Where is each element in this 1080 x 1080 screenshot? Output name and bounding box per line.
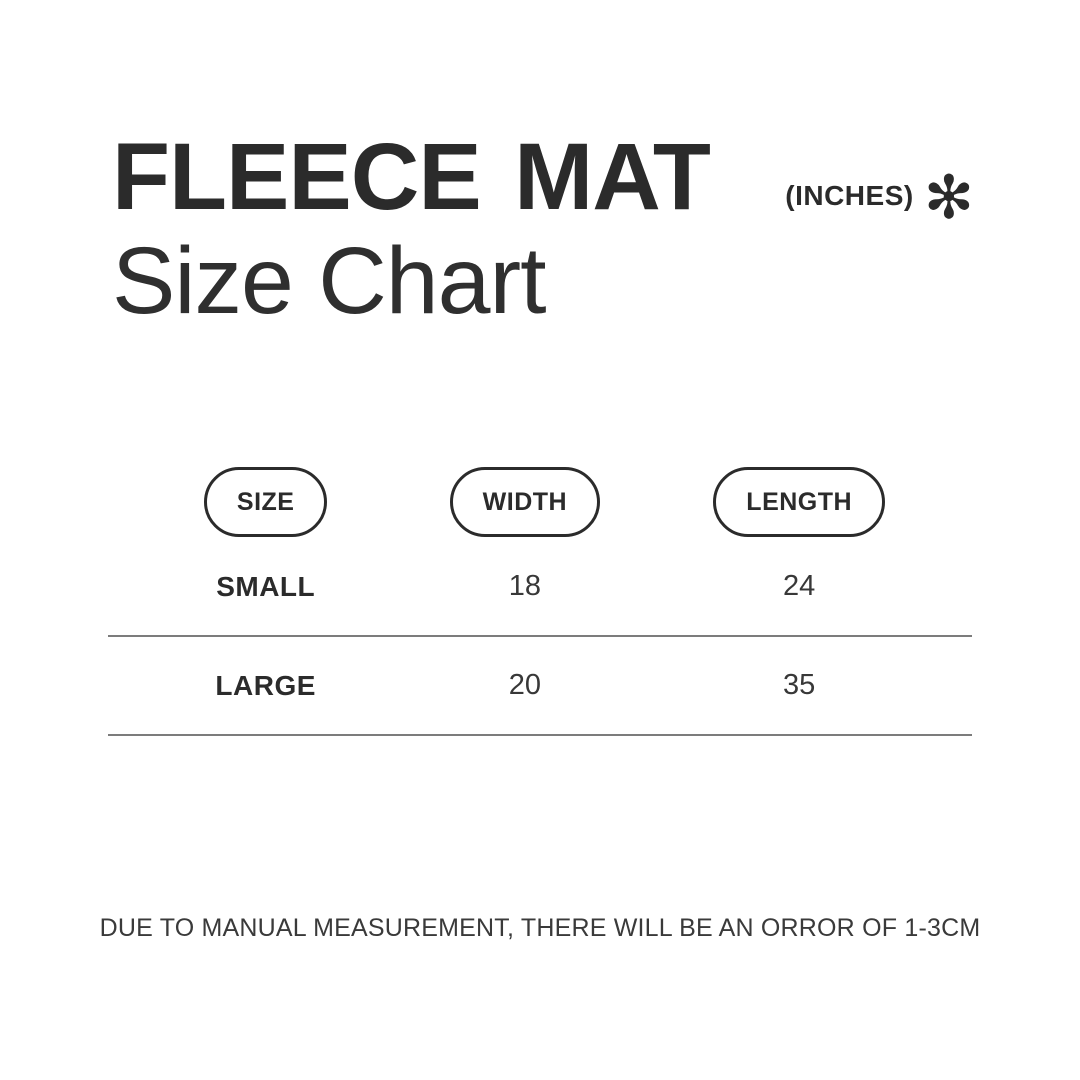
column-header-size-label: SIZE [236, 487, 295, 516]
table-header-row: SIZE WIDTH LENGTH [108, 466, 972, 538]
row-large-width-value: 20 [508, 669, 541, 701]
size-table: SIZE WIDTH LENGTH SMALL 18 24 LARGE 20 3… [108, 466, 972, 736]
row-large-size-label: LARGE [215, 669, 316, 701]
column-header-length: LENGTH [713, 467, 886, 537]
column-header-width: WIDTH [449, 467, 601, 537]
row-small-width-value: 18 [508, 570, 541, 602]
table-row-small: SMALL 18 24 [108, 538, 972, 637]
column-header-length-label: LENGTH [746, 487, 853, 516]
unit-label: (INCHES) [785, 180, 914, 211]
row-small-length-value: 24 [783, 570, 816, 602]
measurement-note: DUE TO MANUAL MEASUREMENT, THERE WILL BE… [99, 914, 981, 942]
row-small-size-label: SMALL [216, 570, 316, 602]
page-subtitle: Size Chart [112, 228, 547, 334]
column-header-size: SIZE [203, 467, 328, 537]
asterisk-icon: ✻ [923, 163, 974, 233]
table-row-large: LARGE 20 35 [108, 637, 972, 736]
row-large-length-value: 35 [783, 669, 816, 701]
unit-indicator: (INCHES) ✻ [785, 163, 974, 233]
column-header-width-label: WIDTH [482, 487, 568, 516]
title-block: FLEECE MAT Size Chart [112, 124, 711, 334]
product-title: FLEECE MAT [112, 124, 711, 230]
